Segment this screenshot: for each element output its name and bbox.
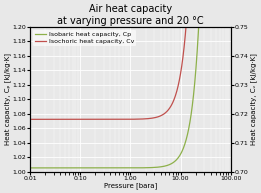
- Isobaric heat capacity, Cp: [188, 120, 192, 122]
- Isochoric heat capacity, Cv: [49, 118, 52, 120]
- Isochoric heat capacity, Cv: [166, 109, 169, 112]
- Legend: Isobaric heat capacity, Cp, Isochoric heat capacity, Cv: Isobaric heat capacity, Cp, Isochoric he…: [33, 30, 136, 46]
- Isobaric heat capacity, Cp: [29, 167, 32, 169]
- Isochoric heat capacity, Cv: [110, 118, 113, 120]
- Isochoric heat capacity, Cv: [117, 118, 120, 120]
- Isobaric heat capacity, Cp: [49, 167, 52, 169]
- Isobaric heat capacity, Cp: [110, 167, 113, 169]
- Isochoric heat capacity, Cv: [185, 19, 188, 22]
- Isobaric heat capacity, Cp: [185, 137, 188, 140]
- Line: Isochoric heat capacity, Cv: Isochoric heat capacity, Cv: [30, 0, 231, 119]
- Line: Isobaric heat capacity, Cp: Isobaric heat capacity, Cp: [30, 0, 231, 168]
- Isobaric heat capacity, Cp: [117, 167, 120, 169]
- Y-axis label: Heat capacity, Cₚ [kJ/kg·K]: Heat capacity, Cₚ [kJ/kg·K]: [4, 53, 11, 145]
- Y-axis label: Heat capacity, Cᵥ [kJ/kg·K]: Heat capacity, Cᵥ [kJ/kg·K]: [250, 53, 257, 145]
- Isochoric heat capacity, Cv: [29, 118, 32, 120]
- X-axis label: Pressure [bara]: Pressure [bara]: [104, 182, 157, 189]
- Title: Air heat capacity
at varying pressure and 20 °C: Air heat capacity at varying pressure an…: [57, 4, 204, 26]
- Isobaric heat capacity, Cp: [166, 164, 169, 166]
